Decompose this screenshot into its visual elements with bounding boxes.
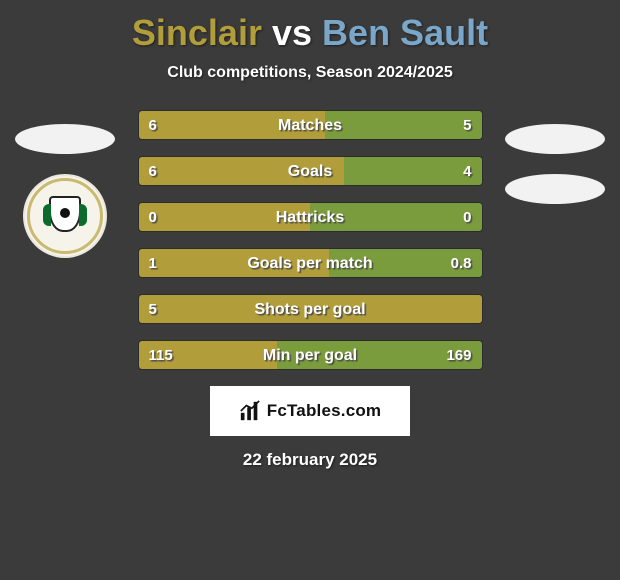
left-badge-column	[10, 120, 120, 258]
crest-ball-icon	[60, 208, 70, 218]
player2-name: Ben Sault	[322, 12, 488, 53]
bar-label: Matches	[139, 111, 482, 140]
player1-club-crest	[23, 174, 107, 258]
comparison-title: Sinclair vs Ben Sault	[0, 0, 620, 54]
comparison-bars: 65Matches 64Goals 00Hattricks 10.8Goals per…	[138, 110, 483, 370]
bar-row: 64Goals	[138, 156, 483, 186]
bar-label: Goals	[139, 157, 482, 186]
player2-flag-placeholder	[505, 124, 605, 154]
fctables-logo-box: FcTables.com	[210, 386, 410, 436]
subtitle: Club competitions, Season 2024/2025	[0, 64, 620, 82]
right-badge-column	[500, 120, 610, 224]
bar-row: 10.8Goals per match	[138, 248, 483, 278]
player2-club-placeholder	[505, 174, 605, 204]
fctables-logo-text: FcTables.com	[267, 401, 382, 421]
crest-shield	[49, 196, 81, 232]
date-label: 22 february 2025	[0, 450, 620, 470]
bar-row: 00Hattricks	[138, 202, 483, 232]
vs-label: vs	[272, 12, 312, 53]
bar-row: 65Matches	[138, 110, 483, 140]
bar-row: 115169Min per goal	[138, 340, 483, 370]
bar-label: Min per goal	[139, 341, 482, 370]
player1-name: Sinclair	[132, 12, 262, 53]
player1-flag-placeholder	[15, 124, 115, 154]
bar-label: Shots per goal	[139, 295, 482, 324]
fctables-logo-icon	[239, 400, 261, 422]
bar-row: 5Shots per goal	[138, 294, 483, 324]
bar-label: Goals per match	[139, 249, 482, 278]
bar-label: Hattricks	[139, 203, 482, 232]
